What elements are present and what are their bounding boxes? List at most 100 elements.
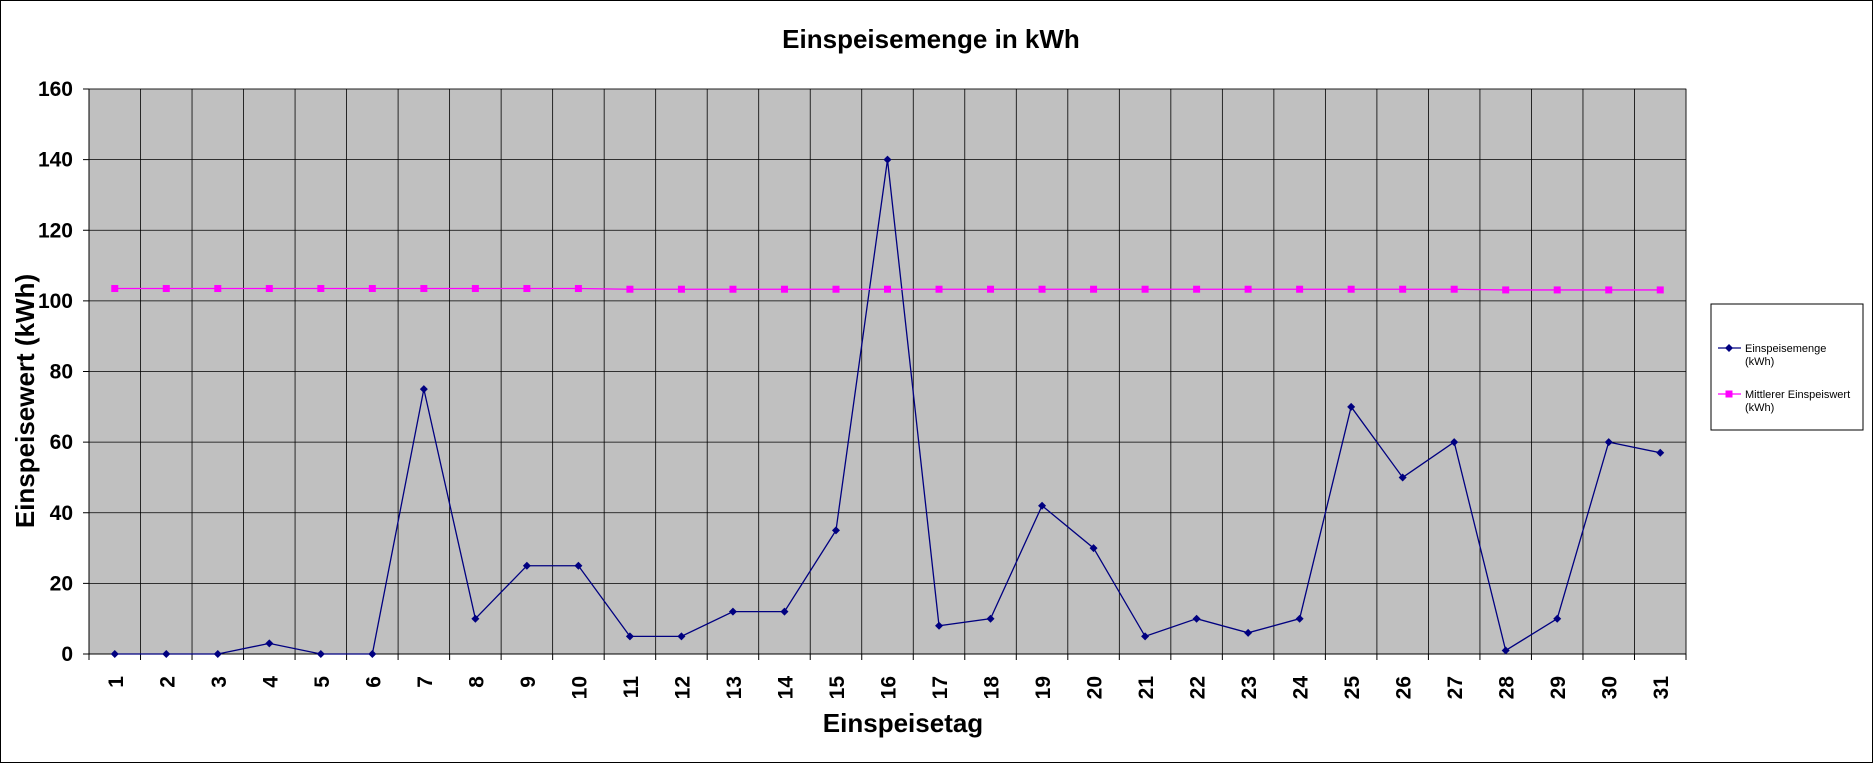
x-tick-label: 26	[1393, 676, 1416, 699]
legend-marker-1	[1725, 344, 1733, 352]
data-point	[420, 285, 428, 293]
data-point	[883, 155, 892, 164]
data-point	[1553, 614, 1562, 623]
x-tick-label: 4	[259, 676, 282, 688]
data-point	[522, 561, 531, 570]
data-point	[1398, 473, 1407, 482]
data-point	[1347, 402, 1356, 411]
data-point	[1295, 614, 1304, 623]
x-tick-label: 7	[414, 676, 437, 688]
data-point	[1244, 628, 1253, 637]
x-tick-label: 11	[620, 676, 643, 699]
x-tick-label: 12	[671, 676, 694, 699]
data-point	[471, 614, 480, 623]
x-tick-label: 16	[878, 676, 901, 699]
data-point	[1038, 501, 1047, 510]
data-point	[1089, 544, 1098, 553]
y-tick-label: 0	[61, 643, 73, 666]
x-tick-label: 9	[517, 676, 540, 688]
data-point	[729, 285, 737, 293]
x-tick-label: 8	[465, 676, 488, 688]
data-point	[987, 285, 995, 293]
x-tick-label: 24	[1290, 676, 1313, 700]
legend-box	[1710, 303, 1864, 431]
data-point	[832, 285, 840, 293]
data-point	[1605, 286, 1613, 294]
data-point	[213, 650, 222, 658]
x-tick-label: 17	[929, 676, 952, 699]
y-tick-label: 60	[50, 431, 73, 454]
x-tick-label: 22	[1187, 676, 1210, 699]
y-tick-label: 40	[50, 502, 73, 525]
data-point	[574, 285, 582, 293]
data-point	[162, 285, 170, 293]
x-tick-label: 1	[105, 676, 128, 688]
data-point	[265, 285, 273, 293]
data-point	[162, 650, 171, 658]
x-tick-label: 6	[362, 676, 385, 688]
x-tick-label: 25	[1341, 676, 1364, 700]
x-tick-label: 14	[774, 676, 797, 700]
data-point	[935, 621, 944, 630]
data-point	[574, 561, 583, 570]
data-point	[1141, 285, 1149, 293]
data-point	[1141, 632, 1150, 641]
data-point	[780, 607, 789, 616]
x-tick-label: 3	[208, 676, 231, 688]
data-point	[1501, 646, 1510, 655]
x-tick-label: 10	[568, 676, 591, 699]
data-point	[214, 285, 222, 293]
data-point	[1450, 438, 1459, 447]
data-point	[986, 614, 995, 623]
x-tick-label: 28	[1496, 676, 1519, 700]
data-point	[625, 632, 634, 641]
x-tick-label: 20	[1084, 676, 1107, 699]
data-point	[831, 526, 840, 535]
x-tick-label: 19	[1032, 676, 1055, 699]
data-point	[728, 607, 737, 616]
data-point	[523, 285, 531, 293]
data-point	[419, 385, 428, 394]
data-point	[935, 285, 943, 293]
legend-label: Einspeisemenge	[1745, 343, 1826, 355]
legend-label: (kWh)	[1745, 356, 1774, 368]
data-point	[1604, 438, 1613, 447]
data-point	[780, 285, 788, 293]
data-point	[1656, 286, 1664, 294]
x-tick-label: 2	[156, 676, 179, 688]
x-tick-label: 21	[1135, 676, 1158, 700]
x-tick-label: 18	[981, 676, 1004, 700]
data-point	[1192, 614, 1201, 623]
data-point	[1502, 286, 1510, 294]
x-tick-label: 30	[1599, 676, 1622, 699]
y-tick-label: 20	[50, 572, 73, 595]
data-point	[110, 650, 119, 658]
data-point	[265, 639, 274, 648]
y-tick-label: 140	[38, 149, 73, 172]
legend-label: Mittlerer Einspeiswert	[1745, 389, 1850, 401]
data-point	[1193, 285, 1201, 293]
legend: Einspeisemenge(kWh) Mittlerer Einspeiswer…	[1710, 303, 1864, 431]
data-point	[677, 285, 685, 293]
data-point	[368, 285, 376, 293]
x-tick-label: 23	[1238, 676, 1261, 699]
y-tick-label: 120	[38, 219, 73, 242]
data-point	[884, 285, 891, 293]
x-tick-label: 31	[1650, 676, 1673, 700]
data-point	[1296, 285, 1304, 293]
x-tick-label: 15	[826, 676, 849, 700]
data-point	[1038, 285, 1046, 293]
data-point	[1553, 286, 1561, 294]
data-point	[1090, 285, 1098, 293]
data-point	[368, 650, 377, 658]
legend-marker-2	[1725, 390, 1733, 398]
y-tick-label: 160	[38, 78, 73, 101]
x-tick-label: 29	[1547, 676, 1570, 699]
data-point	[316, 650, 325, 658]
data-point	[1244, 285, 1252, 293]
data-point	[626, 285, 634, 293]
data-point	[677, 632, 686, 641]
